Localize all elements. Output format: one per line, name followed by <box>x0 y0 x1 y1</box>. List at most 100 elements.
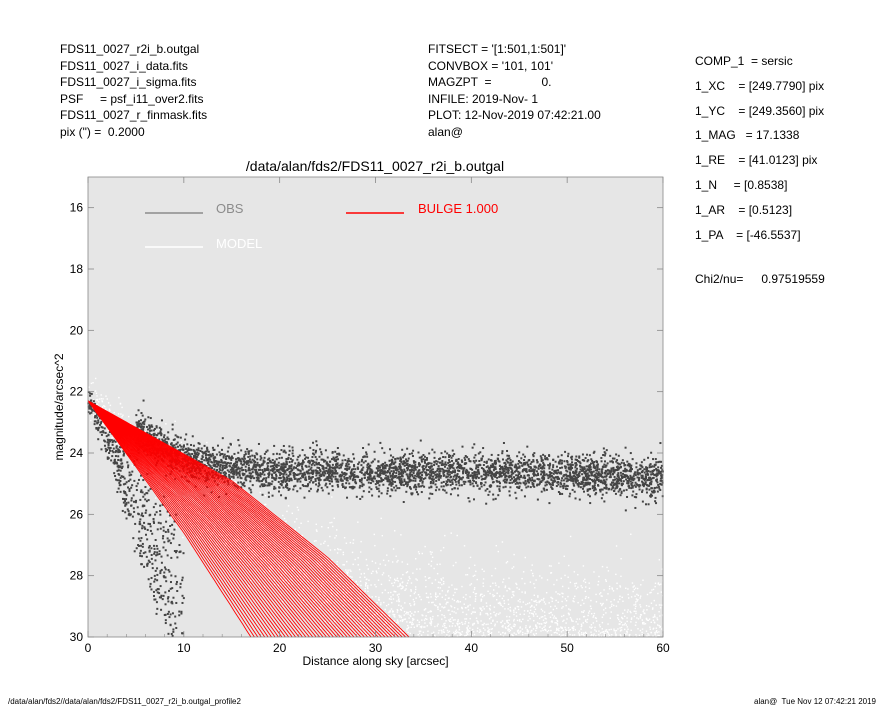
obs-point <box>149 417 152 420</box>
obs-point <box>325 467 328 470</box>
model-point <box>660 583 662 585</box>
model-point <box>359 590 362 592</box>
model-point <box>106 398 108 400</box>
obs-point <box>636 484 639 487</box>
obs-point <box>447 461 450 464</box>
obs-point <box>587 483 590 486</box>
model-point <box>492 619 494 621</box>
obs-point <box>321 467 324 470</box>
model-point <box>96 398 99 401</box>
model-point <box>565 604 567 607</box>
obs-point <box>188 453 191 456</box>
obs-point <box>629 480 632 483</box>
model-point <box>474 564 476 567</box>
model-point <box>565 629 568 632</box>
model-point <box>551 600 553 603</box>
model-point <box>539 575 541 577</box>
obs-point <box>155 554 158 557</box>
model-point <box>336 563 338 566</box>
model-point <box>482 582 484 584</box>
model-point <box>633 610 635 612</box>
obs-point <box>575 481 578 484</box>
obs-point <box>613 482 616 485</box>
obs-point <box>211 446 214 449</box>
model-point <box>300 569 302 571</box>
obs-point <box>418 456 421 459</box>
obs-point <box>251 484 254 487</box>
obs-point <box>445 480 448 483</box>
model-point <box>324 592 327 594</box>
model-point <box>387 591 390 594</box>
obs-point <box>379 470 382 473</box>
model-point <box>642 622 644 625</box>
obs-point <box>615 460 618 463</box>
model-point <box>390 596 392 598</box>
obs-point <box>506 454 509 457</box>
model-point <box>498 613 500 615</box>
model-point <box>395 621 398 624</box>
obs-point <box>619 471 622 474</box>
model-point <box>264 560 267 562</box>
obs-point <box>197 449 200 452</box>
model-point <box>421 625 423 628</box>
obs-point <box>277 490 280 493</box>
obs-point <box>330 478 333 481</box>
model-point <box>377 579 380 581</box>
obs-point <box>545 457 548 460</box>
model-point <box>656 618 659 621</box>
model-point <box>555 607 558 610</box>
model-point <box>654 616 656 618</box>
model-point <box>541 627 544 630</box>
model-point <box>440 579 443 581</box>
model-point <box>466 630 468 632</box>
model-point <box>369 610 371 612</box>
model-point <box>292 551 295 553</box>
model-point <box>429 622 432 625</box>
model-point <box>418 630 421 632</box>
model-point <box>446 591 449 593</box>
model-point <box>413 618 415 621</box>
model-point <box>545 591 548 594</box>
model-point <box>461 585 463 588</box>
model-point <box>567 631 570 634</box>
model-point <box>400 577 402 580</box>
model-point <box>513 625 516 628</box>
model-point <box>194 524 196 527</box>
obs-point <box>275 475 278 478</box>
model-point <box>280 544 282 547</box>
model-point <box>573 634 576 636</box>
model-point <box>113 411 115 414</box>
obs-point <box>403 469 406 472</box>
obs-point <box>164 591 167 594</box>
model-point <box>377 598 380 601</box>
obs-point <box>630 468 633 471</box>
obs-point <box>447 478 450 481</box>
model-point <box>425 592 428 595</box>
model-point <box>256 529 258 532</box>
model-point <box>351 551 354 554</box>
model-point <box>239 550 242 552</box>
model-point <box>609 606 611 609</box>
obs-point <box>546 480 549 483</box>
model-point <box>571 634 574 636</box>
obs-point <box>461 476 464 479</box>
model-point <box>347 569 349 571</box>
model-point <box>352 542 354 544</box>
obs-point <box>480 459 483 462</box>
model-point <box>342 551 345 554</box>
model-point <box>628 597 630 599</box>
model-point <box>582 565 585 567</box>
model-point <box>275 553 277 555</box>
model-point <box>492 594 494 596</box>
model-point <box>102 406 104 408</box>
model-point <box>430 596 432 598</box>
obs-point <box>230 475 233 478</box>
obs-point <box>171 587 174 590</box>
model-point <box>621 624 624 626</box>
model-point <box>254 552 256 554</box>
model-point <box>294 550 296 552</box>
model-point <box>603 635 605 637</box>
model-point <box>368 618 371 621</box>
obs-point <box>130 504 133 507</box>
model-point <box>405 588 407 590</box>
